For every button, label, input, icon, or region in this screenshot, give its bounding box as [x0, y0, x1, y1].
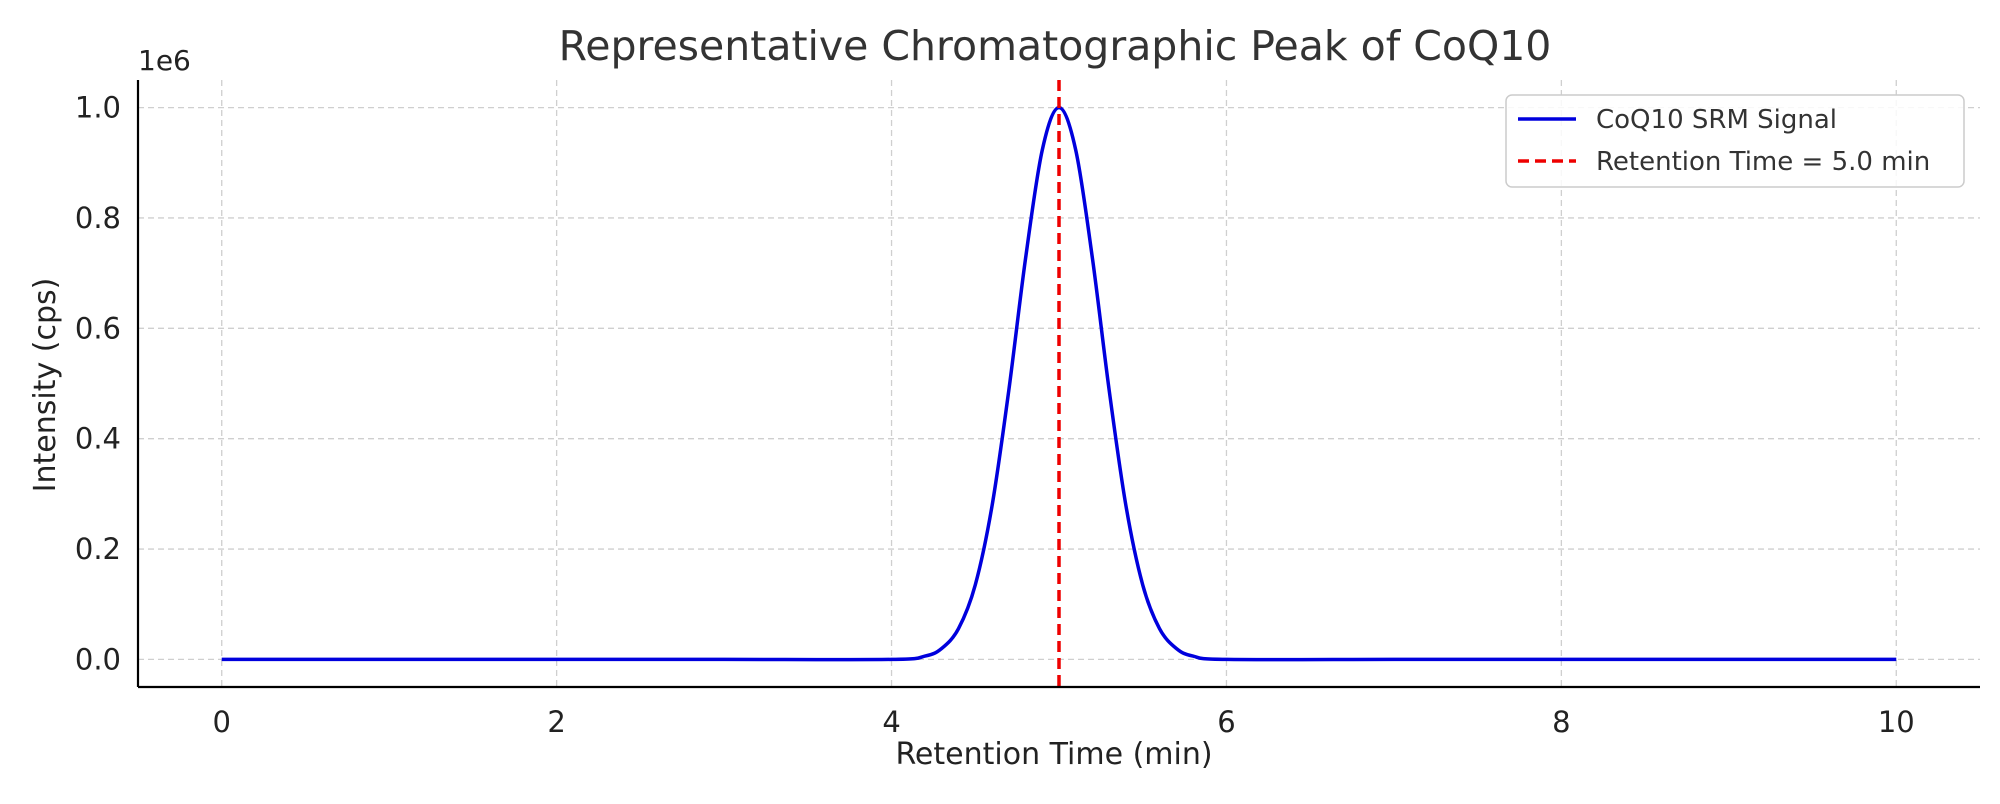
legend-frame [1505, 94, 1965, 188]
x-tick-label: 2 [547, 705, 565, 739]
y-tick-label: 1.0 [75, 91, 121, 125]
x-tick-label: 10 [1878, 705, 1915, 739]
y-tick-label: 0.0 [75, 642, 121, 676]
y-tick-label: 0.6 [75, 311, 121, 345]
y-tick-label: 0.4 [75, 422, 121, 456]
y-tick-label: 0.8 [75, 201, 121, 235]
y-tick-label: 0.2 [75, 532, 121, 566]
plot-layer [221, 80, 1897, 687]
x-tick-label: 0 [213, 705, 231, 739]
legend: CoQ10 SRM Signal Retention Time = 5.0 mi… [1505, 94, 1965, 188]
chart-title: Representative Chromatographic Peak of C… [559, 22, 1552, 70]
ticks-layer: 0 2 4 6 8 10 0.0 0.2 0.4 0.6 0.8 1.0 [75, 91, 1915, 739]
x-axis-label: Retention Time (min) [895, 737, 1212, 772]
y-axis-label: Intensity (cps) [28, 278, 63, 493]
x-tick-label: 4 [882, 705, 900, 739]
x-tick-label: 8 [1552, 705, 1570, 739]
axes-layer [136, 80, 1980, 689]
legend-label-signal: CoQ10 SRM Signal [1596, 105, 1837, 135]
legend-label-retention-time: Retention Time = 5.0 min [1596, 147, 1930, 177]
y-axis-offset-label: 1e6 [138, 44, 191, 77]
x-tick-label: 6 [1217, 705, 1235, 739]
